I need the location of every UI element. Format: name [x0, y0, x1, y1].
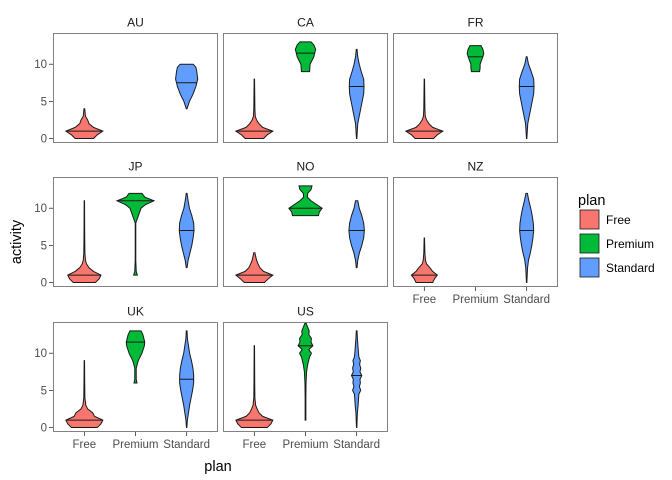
facet-panel-us: US Free Premium Standard: [223, 305, 388, 451]
violin-premium: [294, 41, 317, 73]
y-tick-label: 10: [34, 59, 47, 71]
facet-strip-label: FR: [468, 16, 484, 30]
violin-free: [67, 200, 102, 284]
violin-standard: [518, 56, 535, 140]
legend-swatch: [579, 233, 600, 254]
x-axis-title: plan: [204, 459, 231, 475]
y-tick-label: 10: [34, 203, 47, 215]
facet-strip-label: CA: [297, 16, 314, 30]
violin-premium: [125, 330, 146, 384]
y-axis-title: activity: [9, 219, 25, 264]
y-tick-label: 5: [41, 240, 47, 252]
legend-swatch: [579, 257, 600, 278]
violin-premium: [115, 192, 156, 276]
violin-standard: [350, 330, 363, 429]
facet-strip-label: US: [297, 305, 314, 319]
violin-free: [410, 237, 438, 284]
legend-item-premium: Premium: [578, 232, 654, 255]
violin-standard: [348, 200, 365, 269]
facet-strip-label: AU: [127, 16, 144, 30]
x-tick-label: Premium: [452, 294, 498, 306]
x-tick-label: Free: [243, 439, 267, 451]
violin-free: [404, 78, 444, 140]
legend-item-free: Free: [578, 208, 631, 231]
x-tick-label: Free: [73, 439, 97, 451]
legend-label: Free: [606, 213, 631, 227]
facet-strip-label: NZ: [468, 160, 484, 174]
facet-panel-fr: FR: [393, 16, 558, 143]
legend-swatch: [579, 209, 600, 230]
x-tick-label: Standard: [333, 439, 380, 451]
legend: plan Free Premium Standard: [578, 193, 655, 279]
x-tick-label: Standard: [503, 294, 550, 306]
y-tick-label: 0: [41, 423, 47, 435]
violin-standard: [348, 48, 365, 140]
y-tick-label: 5: [41, 96, 47, 108]
facet-panel-uk: UK 0 5 10 Free Premium Standard: [34, 305, 218, 451]
facet-strip-label: NO: [297, 160, 315, 174]
y-tick-label: 0: [41, 278, 47, 290]
y-tick-label: 0: [41, 134, 47, 146]
violin-free: [234, 78, 274, 140]
violin-free: [235, 345, 274, 429]
facet-strip-label: UK: [127, 305, 144, 319]
x-tick-label: Standard: [163, 439, 210, 451]
legend-label: Premium: [606, 237, 654, 251]
facet-panel-jp: JP 0 5 10: [34, 160, 218, 290]
x-tick-label: Free: [413, 294, 437, 306]
x-tick-label: Premium: [112, 439, 158, 451]
violin-free: [65, 360, 104, 429]
y-tick-label: 5: [41, 385, 47, 397]
legend-item-standard: Standard: [578, 256, 655, 279]
y-tick-label: 10: [34, 348, 47, 360]
violin-premium: [466, 45, 485, 73]
legend-label: Standard: [606, 261, 655, 275]
facet-panel-no: NO: [223, 160, 388, 287]
x-tick-label: Premium: [282, 439, 328, 451]
facet-panel-nz: NZ Free Premium Standard: [393, 160, 558, 306]
violin-premium: [297, 322, 314, 421]
facet-strip-label: JP: [128, 160, 142, 174]
legend-title: plan: [578, 193, 605, 209]
violin-standard: [175, 63, 199, 110]
facet-panel-ca: CA: [223, 16, 388, 143]
violin-standard: [519, 192, 535, 284]
facet-panel-au: AU 0 5 10: [34, 16, 218, 146]
